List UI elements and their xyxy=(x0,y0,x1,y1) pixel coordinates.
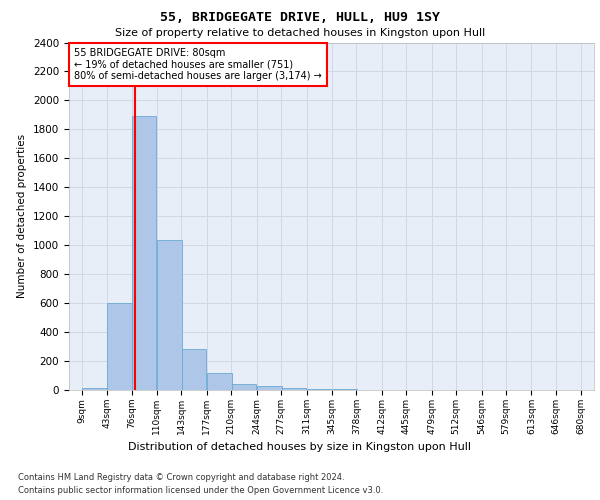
Text: Contains public sector information licensed under the Open Government Licence v3: Contains public sector information licen… xyxy=(18,486,383,495)
Text: Contains HM Land Registry data © Crown copyright and database right 2024.: Contains HM Land Registry data © Crown c… xyxy=(18,472,344,482)
Text: 55 BRIDGEGATE DRIVE: 80sqm
← 19% of detached houses are smaller (751)
80% of sem: 55 BRIDGEGATE DRIVE: 80sqm ← 19% of deta… xyxy=(74,48,322,81)
Bar xyxy=(182,348,206,390)
Bar xyxy=(207,374,232,390)
Text: Size of property relative to detached houses in Kingston upon Hull: Size of property relative to detached ho… xyxy=(115,28,485,38)
Bar xyxy=(281,388,306,390)
Bar xyxy=(107,303,132,390)
Text: Distribution of detached houses by size in Kingston upon Hull: Distribution of detached houses by size … xyxy=(128,442,472,452)
Bar xyxy=(157,240,182,390)
Y-axis label: Number of detached properties: Number of detached properties xyxy=(17,134,28,298)
Bar xyxy=(257,386,281,390)
Bar xyxy=(132,116,157,390)
Text: 55, BRIDGEGATE DRIVE, HULL, HU9 1SY: 55, BRIDGEGATE DRIVE, HULL, HU9 1SY xyxy=(160,11,440,24)
Bar xyxy=(82,388,107,390)
Bar xyxy=(232,384,256,390)
